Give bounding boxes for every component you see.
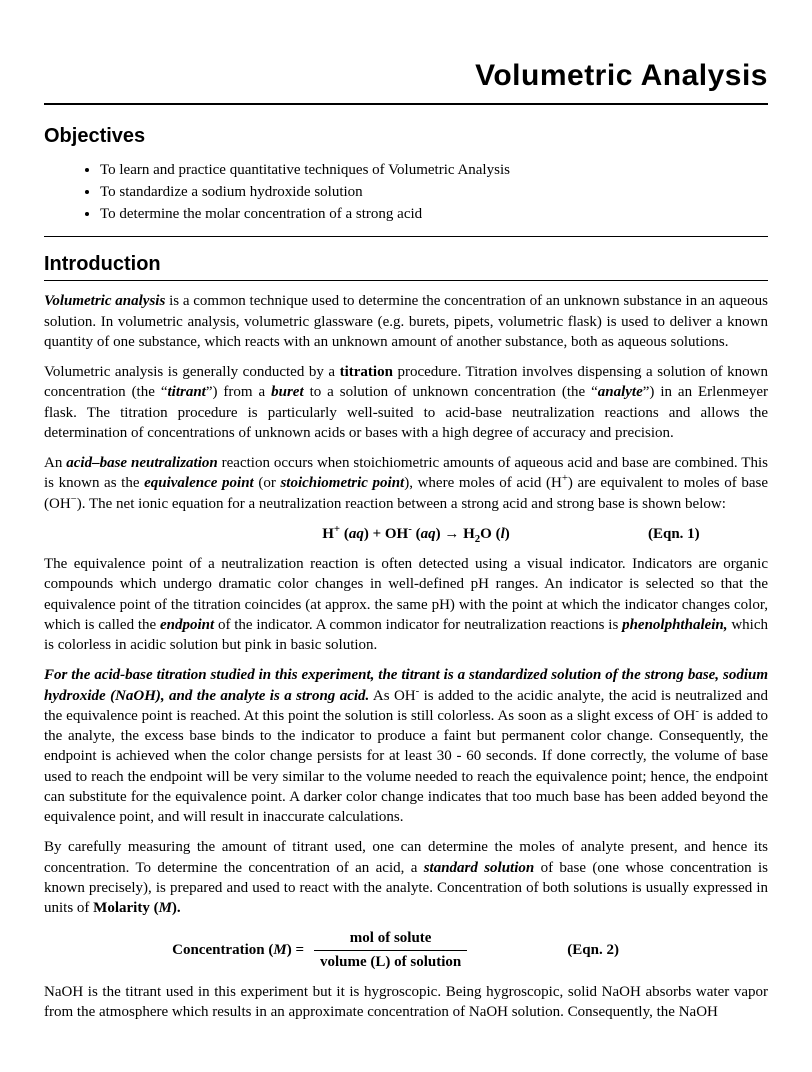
text: Volumetric analysis is generally conduct… xyxy=(44,364,340,380)
text: Concentration ( xyxy=(172,942,273,958)
text: ). The net ionic equation for a neutrali… xyxy=(77,496,726,512)
denominator: volume (L) of solution xyxy=(314,950,467,972)
term-bold-italic: stoichiometric point xyxy=(280,475,404,491)
text: OH xyxy=(385,526,408,542)
text: to a solution of unknown concentration (… xyxy=(304,384,598,400)
list-item: To standardize a sodium hydroxide soluti… xyxy=(100,182,768,202)
text: (or xyxy=(254,475,281,491)
paragraph: Volumetric analysis is generally conduct… xyxy=(44,362,768,443)
fraction: mol of solute volume (L) of solution xyxy=(314,928,467,972)
paragraph: NaOH is the titrant used in this experim… xyxy=(44,982,768,1023)
text: + xyxy=(369,526,385,542)
text: ) = xyxy=(287,942,304,958)
paragraph: Volumetric analysis is a common techniqu… xyxy=(44,291,768,352)
term-bold-italic: equivalence point xyxy=(144,475,254,491)
text: (L) xyxy=(370,954,390,970)
term-bold: Molarity ( xyxy=(93,900,158,916)
equation-1: H+ (aq) + OH- (aq) → H2O (l) (Eqn. 1) xyxy=(44,524,768,544)
text: An xyxy=(44,455,66,471)
italic: aq xyxy=(349,526,364,542)
equation-label: (Eqn. 2) xyxy=(467,940,768,960)
introduction-heading: Introduction xyxy=(44,251,768,281)
objectives-list: To learn and practice quantitative techn… xyxy=(78,160,768,225)
text: is added to the analyte, the excess base… xyxy=(44,708,768,825)
equation-lead: Concentration (M) = xyxy=(44,940,314,960)
term-bold-italic: standard solution xyxy=(424,860,535,876)
text: → xyxy=(441,526,464,542)
text: ) xyxy=(505,526,510,542)
italic: M xyxy=(273,942,286,958)
term-bold-italic: phenolphthalein, xyxy=(622,617,727,633)
equation-label: (Eqn. 1) xyxy=(638,524,768,544)
equation-body: H+ (aq) + OH- (aq) → H2O (l) xyxy=(194,524,638,544)
list-item: To learn and practice quantitative techn… xyxy=(100,160,768,180)
term-bold-italic: endpoint xyxy=(160,617,214,633)
text: of solution xyxy=(390,954,461,970)
equation-body: mol of solute volume (L) of solution xyxy=(314,928,467,972)
objectives-section: Objectives To learn and practice quantit… xyxy=(44,123,768,238)
term-bold: ). xyxy=(172,900,181,916)
term-bold-italic: titrant xyxy=(167,384,205,400)
text: O ( xyxy=(480,526,500,542)
equation-2: Concentration (M) = mol of solute volume… xyxy=(44,928,768,972)
term-bold-italic: buret xyxy=(271,384,304,400)
paragraph: For the acid-base titration studied in t… xyxy=(44,665,768,827)
text: ( xyxy=(340,526,349,542)
objectives-heading: Objectives xyxy=(44,123,768,150)
text: As OH xyxy=(369,688,415,704)
text: H xyxy=(322,526,334,542)
paragraph: An acid–base neutralization reaction occ… xyxy=(44,453,768,514)
page-title: Volumetric Analysis xyxy=(44,56,768,105)
text: volume xyxy=(320,954,370,970)
term-bold: titration xyxy=(340,364,393,380)
text: H xyxy=(463,526,475,542)
term-bold-italic: Volumetric analysis xyxy=(44,293,165,309)
text: ”) from a xyxy=(206,384,271,400)
paragraph: The equivalence point of a neutralizatio… xyxy=(44,554,768,655)
text: ), where moles of acid (H xyxy=(404,475,562,491)
term-bold-italic: acid–base neutralization xyxy=(66,455,217,471)
text: ( xyxy=(412,526,421,542)
italic: M xyxy=(159,900,172,916)
numerator: mol of solute xyxy=(314,928,467,949)
paragraph: By carefully measuring the amount of tit… xyxy=(44,837,768,918)
text: of the indicator. A common indicator for… xyxy=(214,617,622,633)
term-bold-italic: analyte xyxy=(598,384,643,400)
list-item: To determine the molar concentration of … xyxy=(100,204,768,224)
italic: aq xyxy=(421,526,436,542)
divider xyxy=(44,236,768,237)
